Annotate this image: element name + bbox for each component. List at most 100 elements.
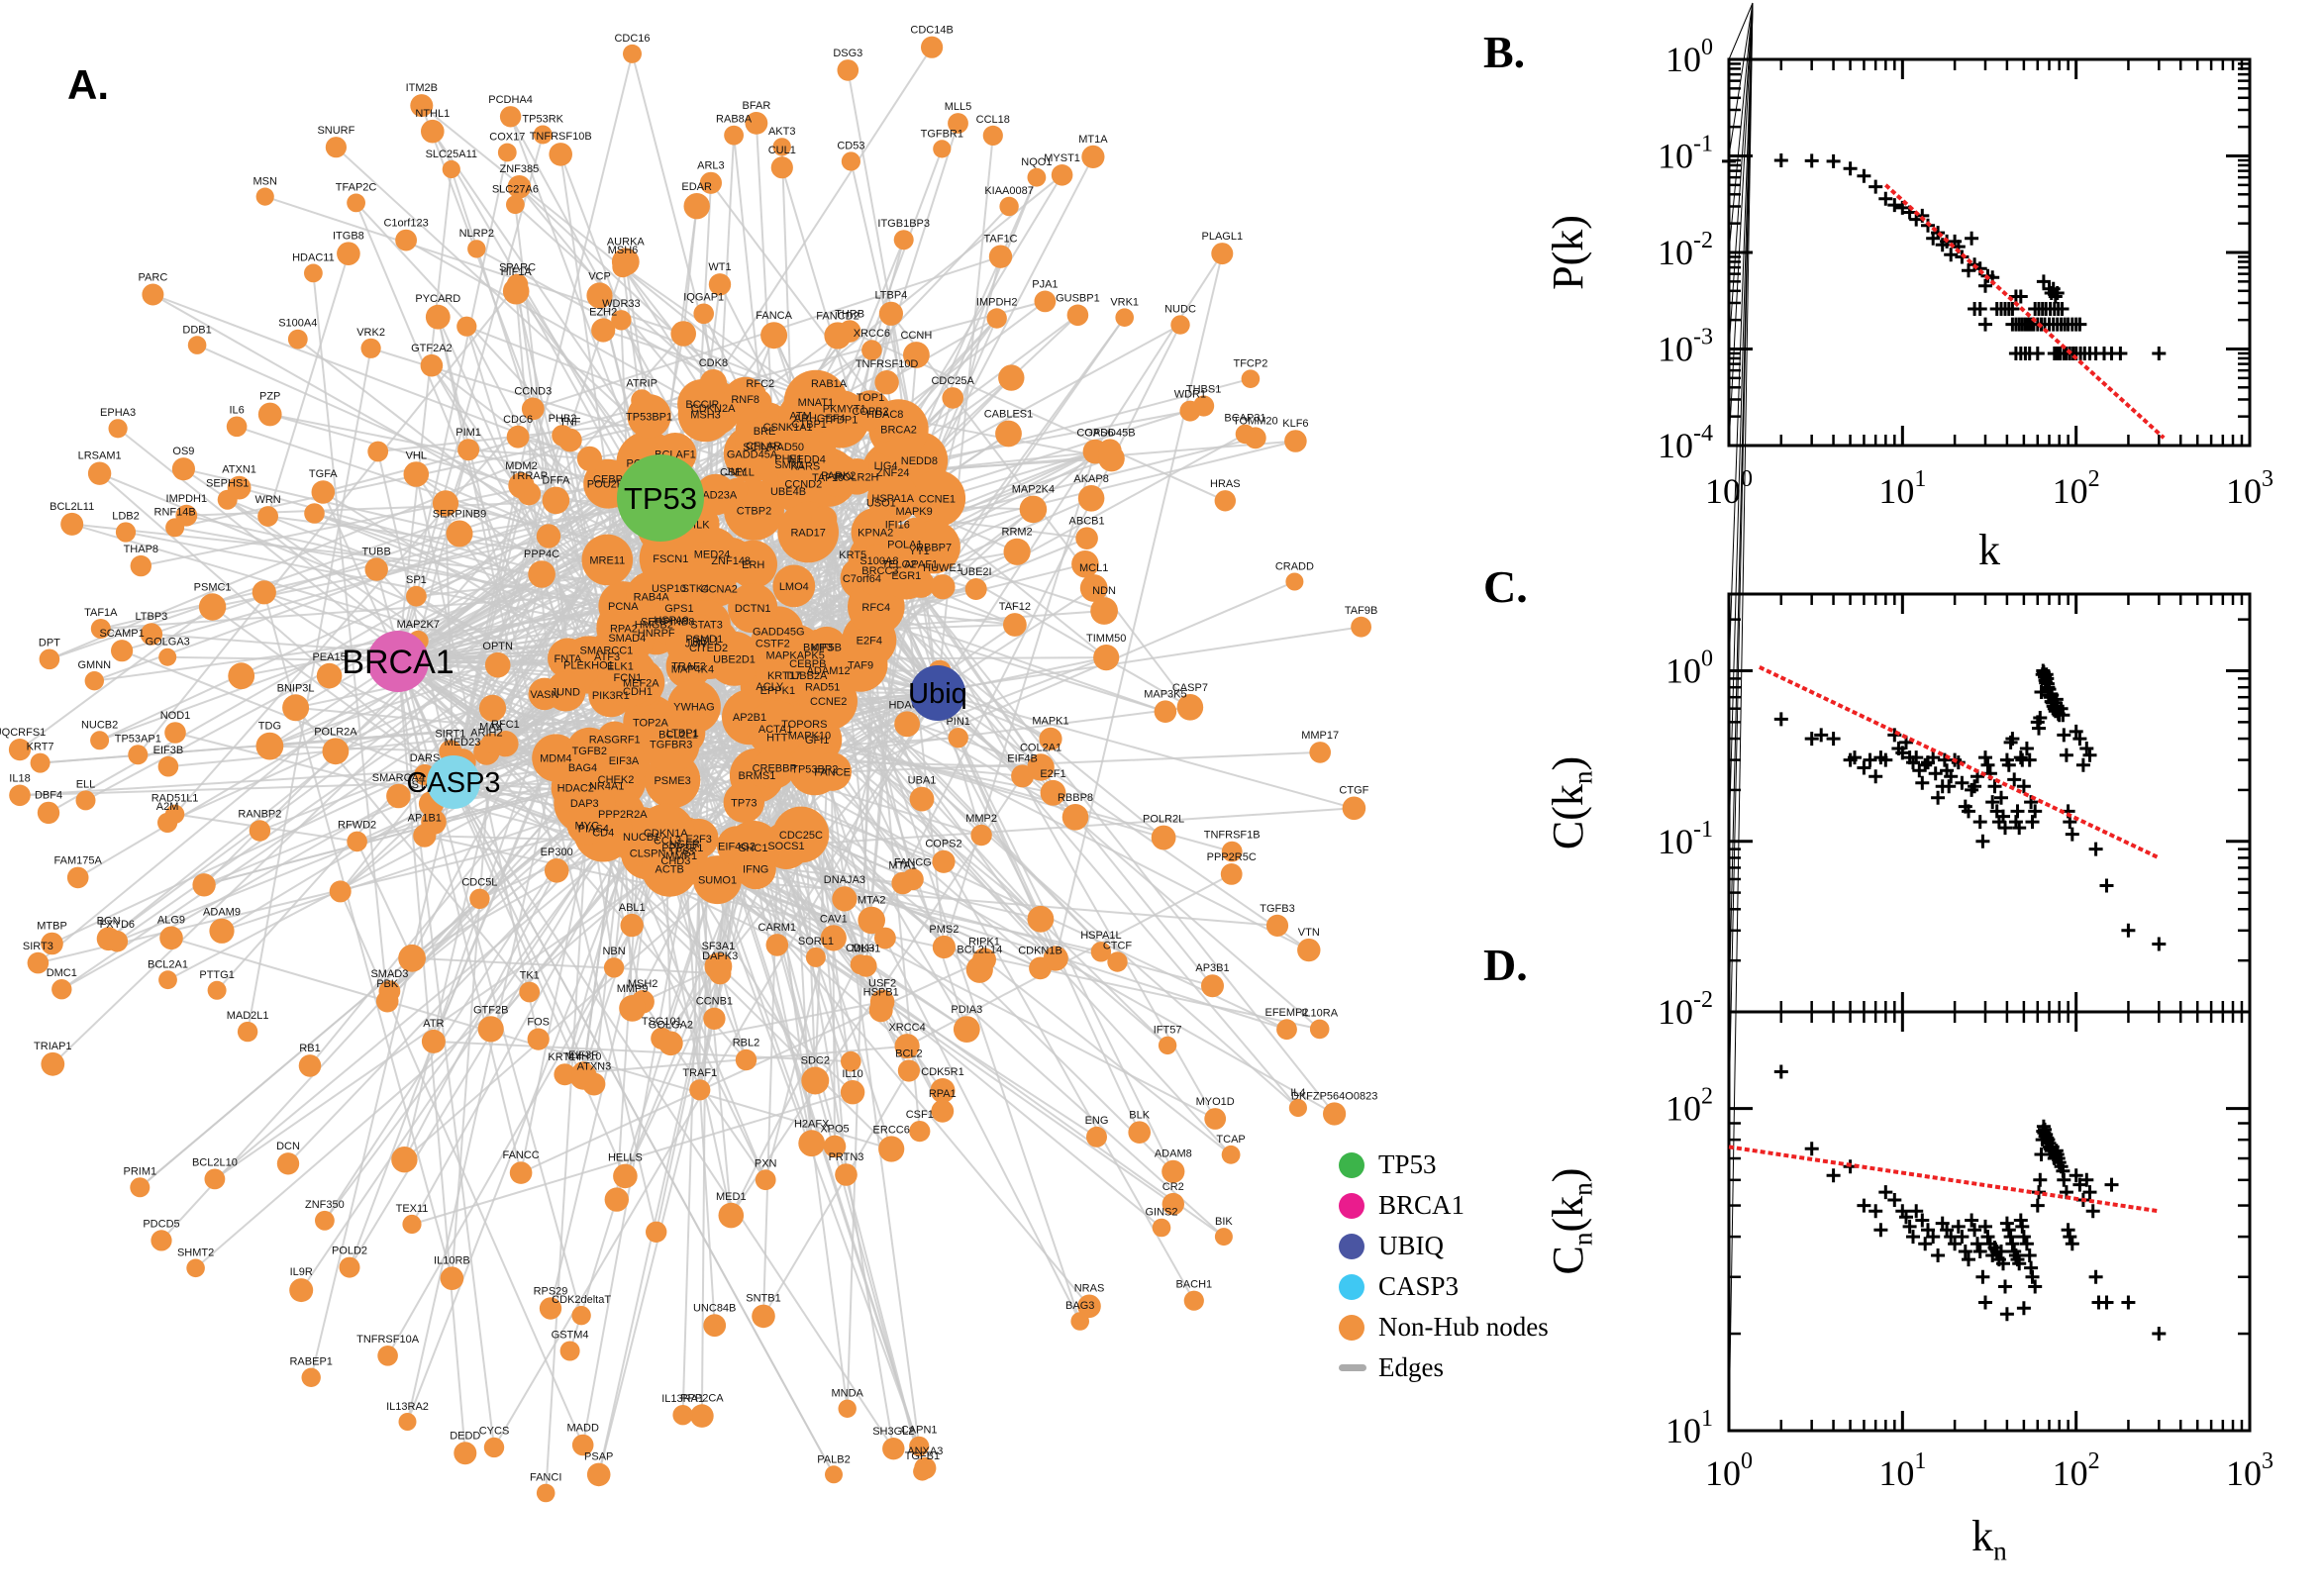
gene-label: CD4 [592,828,614,840]
gene-label: EFEMP2 [1264,1007,1308,1019]
network-node [745,112,768,135]
gene-label: RBL2 [733,1038,760,1049]
network-node [226,416,248,438]
gene-label: HDAC2 [557,783,594,795]
gene-label: PPP2CA [680,1392,724,1404]
network-node [66,866,89,889]
network-node [1128,1121,1151,1144]
gene-label: TAF1A [84,607,118,619]
gene-label: MTA1 [888,860,917,872]
gene-label: IFT57 [1154,1025,1182,1037]
gene-label: PMS2 [929,924,959,936]
network-node [837,59,859,81]
network-node [718,1202,745,1229]
gene-label: CLSPN [630,848,666,859]
network-node [813,752,852,791]
network-node [1034,290,1057,313]
network-node [1285,572,1304,591]
gene-label: SDC2 [801,1055,830,1067]
network-node [909,1436,930,1456]
network-node [164,722,186,744]
network-node [620,913,644,938]
hub-label-brca1: BRCA1 [342,644,454,681]
network-node [483,1437,505,1458]
network-node [591,318,616,343]
network-node [276,1152,300,1175]
gene-label: TUBB [362,546,391,557]
network-node [315,1210,335,1231]
gene-label: PPP2R5C [1207,851,1257,863]
gene-label: TAF12 [999,601,1031,613]
gene-label: POLR2L [1143,814,1184,826]
gene-label: PPP3R1 [661,843,703,854]
network-node [603,957,625,978]
network-node [811,505,838,533]
gene-label: FANCE [814,767,851,779]
gene-label: VASN [530,689,558,701]
gene-label: AKT3 [768,126,796,138]
network-node [421,809,447,835]
gene-label: ARL3 [697,160,725,172]
gene-label: NOD1 [160,710,191,722]
network-node [1152,1218,1171,1238]
network-node [972,948,996,972]
network-node [619,995,646,1022]
gene-label: FANCG [894,856,932,868]
network-node [586,1462,611,1487]
gene-label: RIPK1 [968,936,1000,948]
gene-label: CASP7 [1172,682,1208,694]
gene-label: BACH1 [1175,1279,1212,1291]
network-node [446,520,473,548]
network-node [749,390,772,413]
network-node [316,662,343,689]
network-node [339,1256,360,1278]
network-node [1297,938,1321,962]
gene-label: TOMM20 [1233,415,1278,427]
network-node [1220,863,1243,885]
gene-label: SMAD4 [608,633,646,645]
gene-label: CDC5L [461,877,497,889]
gene-label: ACTB [656,863,684,875]
gene-label: TDG [258,721,281,733]
gene-label: RNF14B [154,506,196,518]
gene-label: VRK2 [356,327,385,339]
legend-line-icon [1339,1364,1366,1371]
gene-label: PIN1 [946,716,969,728]
gene-label: MAPK9 [895,506,932,518]
network-node [1093,645,1120,671]
gene-label: SMN1 [774,459,805,471]
gene-label: ZNF24 [876,467,910,479]
gene-label: E2F3 [686,834,712,846]
network-node [1071,550,1099,578]
gene-label: CDC25C [779,830,823,842]
gene-label: ILK [693,519,710,531]
gene-label: TP53BP2 [791,764,838,776]
gene-label: LDB2 [112,510,140,522]
network-node [1061,804,1089,831]
gene-label: MDM4 [540,753,571,765]
network-node [151,1230,172,1251]
network-node [228,662,255,690]
network-node [858,906,885,935]
network-graph: C1orf123 HDAC11 MLL5 PARC MT1A SEPHS1 TEX11 SLC… [0,25,1377,1503]
network-node [478,694,507,722]
network-node [902,517,926,542]
gene-label: PZP [259,391,280,403]
network-node [41,932,63,955]
gene-label: TP53AP1 [115,733,161,745]
network-node [539,1297,562,1320]
gene-label: MAD2L1 [227,1010,269,1022]
gene-label: ATXN3 [577,1061,612,1073]
gene-label: TFAP2C [336,182,377,194]
gene-label: TAF1C [983,234,1017,246]
gene-label: FXYD6 [100,919,135,931]
gene-label: CDC16 [614,33,650,45]
network-node [528,560,556,588]
gene-label: CEBPB [789,658,826,670]
legend-label: Non-Hub nodes [1378,1312,1549,1342]
gene-label: SMAD3 [370,968,408,980]
gene-label: DSG3 [833,48,862,59]
network-node [1070,1312,1089,1331]
gene-label: RPA1 [929,1088,957,1100]
gene-label: HRAS [1210,478,1241,490]
